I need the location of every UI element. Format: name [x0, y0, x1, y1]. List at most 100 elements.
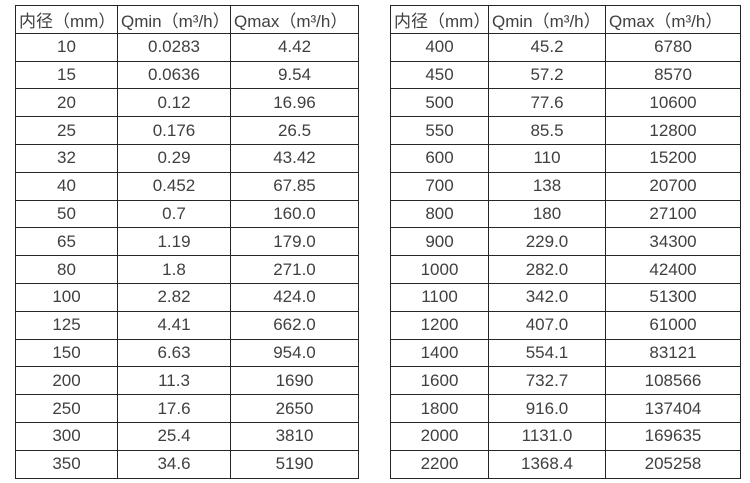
table-cell: 138 [488, 171, 606, 201]
table-cell: 342.0 [488, 282, 606, 312]
table-row: 125 4.41 662.0 [15, 310, 359, 340]
table-cell: 1100 [390, 282, 489, 312]
table-cell: 732.7 [488, 366, 606, 396]
table-row: 2200 1368.4 205258 [390, 449, 741, 479]
table-row: 10 0.0283 4.42 [15, 32, 359, 62]
table-row: 1600 732.7 108566 [390, 366, 741, 396]
table-cell: 1.8 [117, 255, 231, 284]
table-cell: 42400 [605, 255, 741, 284]
table-cell: 43.42 [230, 143, 359, 173]
table-cell: 8570 [605, 60, 741, 90]
table-row: 800 180 27100 [390, 199, 741, 229]
table-cell: 61000 [605, 310, 741, 340]
table-cell: 10 [15, 32, 118, 62]
header-row: 内径（mm） Qmin（m³/h） Qmax（m³/h） [390, 5, 741, 34]
table-cell: 1400 [390, 338, 489, 368]
table-cell: 550 [390, 116, 489, 145]
table-cell: 0.29 [117, 143, 231, 173]
table-row: 450 57.2 8570 [390, 60, 741, 90]
table-cell: 0.7 [117, 199, 231, 229]
table-cell: 1131.0 [488, 421, 606, 451]
table-cell: 5190 [230, 449, 359, 479]
table-cell: 110 [488, 143, 606, 173]
table-cell: 1368.4 [488, 449, 606, 479]
table-row: 1000 282.0 42400 [390, 255, 741, 284]
table-cell: 169635 [605, 421, 741, 451]
table-cell: 57.2 [488, 60, 606, 90]
table-cell: 180 [488, 199, 606, 229]
table-cell: 137404 [605, 394, 741, 423]
table-cell: 424.0 [230, 282, 359, 312]
table-cell: 2650 [230, 394, 359, 423]
table-cell: 15200 [605, 143, 741, 173]
table-row: 400 45.2 6780 [390, 32, 741, 62]
table-row: 600 110 15200 [390, 143, 741, 173]
table-cell: 900 [390, 227, 489, 257]
table-cell: 27100 [605, 199, 741, 229]
table-cell: 954.0 [230, 338, 359, 368]
table-cell: 0.0636 [117, 60, 231, 90]
table-cell: 20 [15, 88, 118, 118]
table-cell: 400 [390, 32, 489, 62]
table-cell: 26.5 [230, 116, 359, 145]
table-cell: 600 [390, 143, 489, 173]
table-row: 100 2.82 424.0 [15, 282, 359, 312]
table-cell: 65 [15, 227, 118, 257]
table-cell: 916.0 [488, 394, 606, 423]
table-cell: 350 [15, 449, 118, 479]
table-row: 300 25.4 3810 [15, 421, 359, 451]
table-cell: 108566 [605, 366, 741, 396]
table-cell: 554.1 [488, 338, 606, 368]
flow-table-large-diameters: 内径（mm） Qmin（m³/h） Qmax（m³/h） 400 45.2 6780 450… [390, 5, 741, 479]
table-row: 550 85.5 12800 [390, 116, 741, 145]
table-cell: 0.176 [117, 116, 231, 145]
table-cell: 1600 [390, 366, 489, 396]
flow-table-small-diameters: 内径（mm） Qmin（m³/h） Qmax（m³/h） 10 0.0283 4.42 15… [15, 5, 359, 479]
table-row: 1800 916.0 137404 [390, 394, 741, 423]
table-row: 80 1.8 271.0 [15, 255, 359, 284]
header-row: 内径（mm） Qmin（m³/h） Qmax（m³/h） [15, 5, 359, 34]
table-row: 25 0.176 26.5 [15, 116, 359, 145]
table-row: 65 1.19 179.0 [15, 227, 359, 257]
table-cell: 6.63 [117, 338, 231, 368]
table-cell: 17.6 [117, 394, 231, 423]
table-cell: 179.0 [230, 227, 359, 257]
table-cell: 20700 [605, 171, 741, 201]
table-row: 20 0.12 16.96 [15, 88, 359, 118]
table-row: 1200 407.0 61000 [390, 310, 741, 340]
table-cell: 800 [390, 199, 489, 229]
table-cell: 282.0 [488, 255, 606, 284]
table-cell: 1.19 [117, 227, 231, 257]
table-cell: 25 [15, 116, 118, 145]
table-row: 350 34.6 5190 [15, 449, 359, 479]
table-cell: 11.3 [117, 366, 231, 396]
table-cell: 500 [390, 88, 489, 118]
table-cell: 450 [390, 60, 489, 90]
table-row: 50 0.7 160.0 [15, 199, 359, 229]
column-header: Qmax（m³/h） [230, 5, 359, 34]
table-cell: 407.0 [488, 310, 606, 340]
table-cell: 3810 [230, 421, 359, 451]
table-row: 15 0.0636 9.54 [15, 60, 359, 90]
table-cell: 40 [15, 171, 118, 201]
table-row: 32 0.29 43.42 [15, 143, 359, 173]
table-cell: 160.0 [230, 199, 359, 229]
table-cell: 2200 [390, 449, 489, 479]
table-cell: 15 [15, 60, 118, 90]
table-cell: 4.41 [117, 310, 231, 340]
table-cell: 10600 [605, 88, 741, 118]
table-cell: 1200 [390, 310, 489, 340]
table-cell: 25.4 [117, 421, 231, 451]
table-row: 900 229.0 34300 [390, 227, 741, 257]
table-row: 700 138 20700 [390, 171, 741, 201]
table-cell: 1000 [390, 255, 489, 284]
table-cell: 229.0 [488, 227, 606, 257]
table-row: 2000 1131.0 169635 [390, 421, 741, 451]
column-header: Qmin（m³/h） [117, 5, 231, 34]
table-cell: 125 [15, 310, 118, 340]
table-cell: 250 [15, 394, 118, 423]
table-row: 1400 554.1 83121 [390, 338, 741, 368]
table-cell: 67.85 [230, 171, 359, 201]
table-cell: 0.12 [117, 88, 231, 118]
table-cell: 0.0283 [117, 32, 231, 62]
